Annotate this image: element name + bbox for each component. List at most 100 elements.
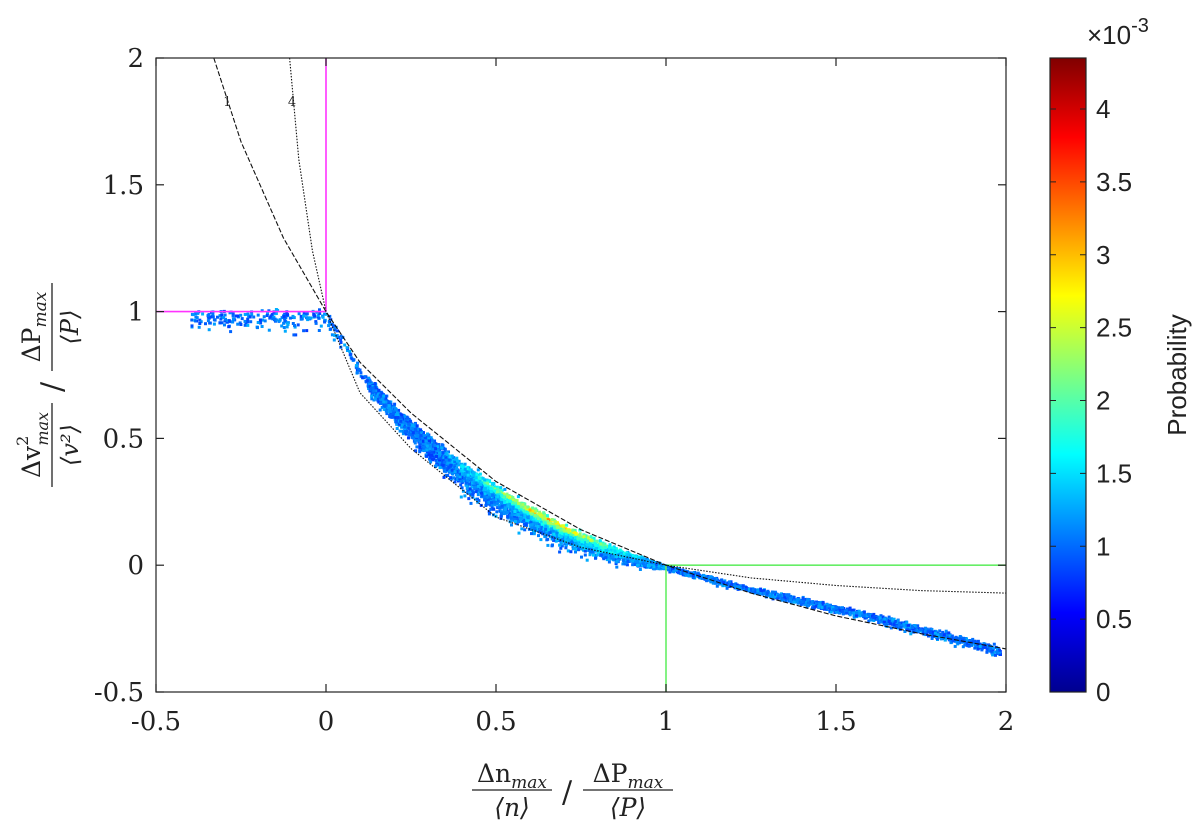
density-cell (271, 317, 275, 321)
density-cell (398, 412, 402, 416)
density-cell (566, 533, 570, 537)
density-cell (939, 637, 943, 641)
density-cell (662, 566, 666, 570)
density-cell (761, 592, 765, 596)
density-cell (973, 646, 977, 650)
density-cell (282, 314, 286, 318)
density-cell (522, 518, 526, 522)
density-cell (938, 629, 942, 633)
density-cell (618, 551, 622, 555)
density-cell (506, 498, 510, 502)
density-cell (463, 462, 467, 466)
density-cell (792, 595, 796, 599)
density-cell (493, 487, 496, 491)
density-cell (354, 364, 358, 368)
density-cell (494, 495, 498, 499)
density-cell (827, 604, 831, 608)
density-cell (603, 553, 607, 557)
density-cell (398, 429, 402, 433)
density-cell (390, 415, 394, 419)
density-cell (991, 646, 995, 650)
density-cell (455, 478, 459, 481)
density-cell (375, 394, 379, 398)
density-cell (309, 316, 313, 320)
density-cell (789, 600, 793, 604)
density-cell (511, 500, 515, 504)
density-cell (944, 629, 948, 633)
density-cell (496, 493, 500, 497)
density-cell (970, 643, 974, 647)
density-cell (584, 534, 588, 538)
density-cell (530, 506, 534, 510)
density-cell (206, 315, 210, 319)
density-cell (244, 321, 248, 325)
density-cell (450, 461, 454, 465)
density-cell (318, 312, 322, 315)
density-cell (671, 567, 674, 571)
density-cell (887, 615, 891, 619)
density-cell (339, 334, 343, 338)
density-cell (243, 319, 247, 323)
density-cell (583, 553, 587, 557)
density-cell (463, 477, 467, 481)
density-cell (827, 606, 831, 610)
density-cell (404, 432, 408, 436)
density-cell (413, 438, 417, 442)
density-cell (223, 319, 227, 323)
density-cell (292, 333, 296, 337)
density-cell (579, 546, 583, 550)
density-cell (595, 553, 599, 557)
density-cell (397, 408, 401, 412)
density-cell (198, 322, 202, 325)
density-cell (478, 476, 482, 480)
density-cell (313, 314, 317, 318)
density-cell (212, 322, 216, 326)
density-cell (261, 318, 265, 322)
density-cell (429, 460, 433, 464)
density-cell (434, 450, 438, 454)
density-cell (370, 394, 374, 398)
density-cell (573, 529, 577, 533)
density-cell (776, 596, 780, 600)
density-cell (239, 313, 243, 317)
density-cell (715, 584, 719, 588)
density-cell (544, 534, 548, 538)
density-cell (592, 553, 595, 557)
density-cell (756, 591, 760, 595)
density-cell (837, 611, 841, 614)
density-cell (333, 333, 337, 337)
density-cell (735, 583, 739, 587)
density-cell (775, 595, 779, 598)
density-cell (471, 481, 474, 485)
density-cell (492, 482, 496, 485)
density-cell (571, 543, 575, 547)
density-cell (587, 541, 591, 545)
density-cell (607, 560, 611, 564)
density-cell (471, 493, 475, 497)
density-cell (701, 576, 704, 580)
density-cell (477, 477, 481, 480)
density-cell (834, 606, 838, 610)
density-cell (595, 548, 599, 552)
density-cell (568, 537, 572, 541)
density-cell (543, 514, 546, 518)
density-cell (442, 469, 446, 473)
density-cell (595, 540, 599, 543)
density-cell (457, 459, 461, 463)
density-cell (730, 582, 733, 586)
density-cell (426, 432, 429, 436)
density-cell (756, 589, 760, 593)
density-cell (672, 569, 676, 573)
density-cell (477, 489, 481, 493)
density-cell (515, 508, 519, 512)
density-cell (808, 600, 812, 604)
density-cell (613, 549, 617, 553)
density-cell (571, 534, 575, 538)
density-cell (572, 530, 576, 534)
density-cell (935, 636, 939, 640)
density-cell (269, 315, 273, 319)
density-cell (622, 552, 626, 556)
density-cell (499, 486, 503, 490)
density-cell (559, 530, 562, 534)
density-cell (417, 431, 421, 435)
